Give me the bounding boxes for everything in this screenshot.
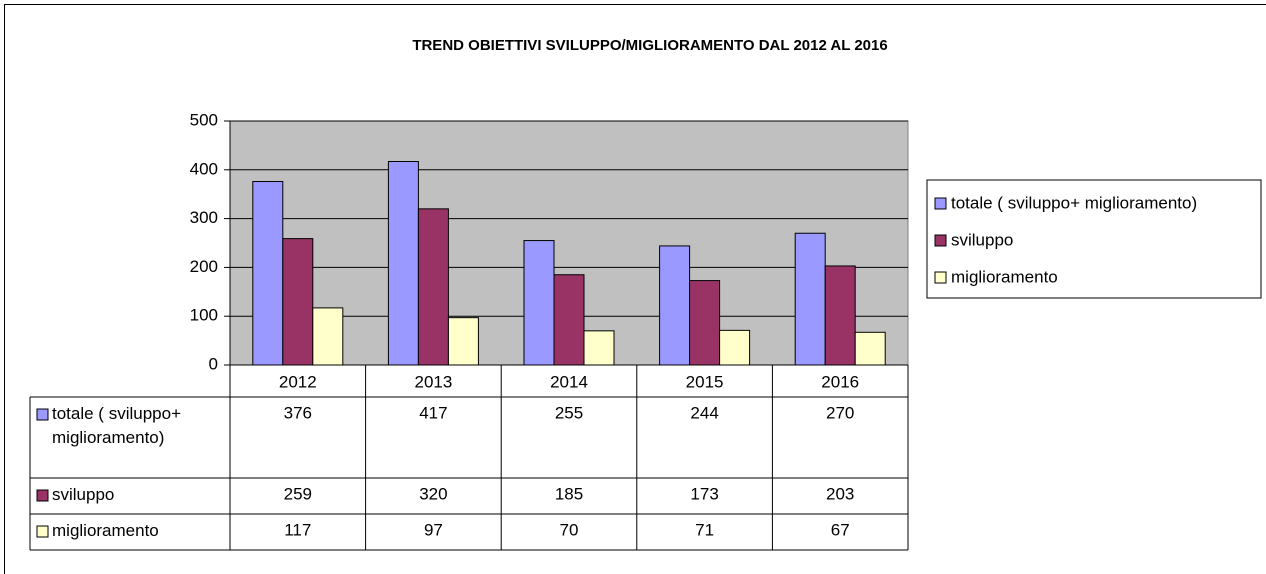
table-value: 117 <box>284 520 311 539</box>
y-tick-label: 400 <box>190 159 218 178</box>
table-value: 67 <box>831 520 850 539</box>
x-tick-label: 2016 <box>821 372 859 391</box>
y-tick-label: 500 <box>190 110 218 129</box>
table-value: 71 <box>695 520 714 539</box>
row-label-text: miglioramento <box>52 521 159 540</box>
bar <box>659 245 691 366</box>
bar <box>553 274 585 366</box>
bar <box>282 238 314 366</box>
table-value: 244 <box>690 403 718 422</box>
row-label-text: sviluppo <box>52 485 115 504</box>
chart-title: TREND OBIETTIVI SVILUPPO/MIGLIORAMENTO D… <box>412 37 887 54</box>
x-tick-label: 2014 <box>550 372 588 391</box>
table-value: 259 <box>284 484 312 503</box>
table-row-label: sviluppo <box>52 485 115 504</box>
table-value: 173 <box>690 484 718 503</box>
bar <box>824 265 856 366</box>
table-value: 255 <box>555 403 583 422</box>
y-tick-label: 100 <box>190 306 218 325</box>
table-row-label: miglioramento <box>52 521 159 540</box>
table-legend-key <box>36 525 49 538</box>
bar <box>719 329 751 366</box>
bar <box>583 330 615 366</box>
x-tick-label: 2015 <box>686 372 724 391</box>
legend-label: miglioramento <box>951 267 1058 286</box>
y-tick-label: 200 <box>190 257 218 276</box>
bar <box>447 317 479 366</box>
table-row-label: totale ( sviluppo+ miglioramento) <box>52 404 181 447</box>
row-label-text: totale ( sviluppo+ miglioramento) <box>52 404 181 447</box>
legend-label: sviluppo <box>951 230 1013 249</box>
bar <box>854 331 886 366</box>
bar <box>523 240 555 366</box>
table-value: 270 <box>826 403 854 422</box>
x-tick-label: 2012 <box>279 372 317 391</box>
table-value: 185 <box>555 484 583 503</box>
table-legend-key <box>36 408 49 421</box>
bar <box>252 181 284 366</box>
bar <box>794 232 826 366</box>
bar <box>689 280 721 366</box>
table-legend-key <box>36 489 49 502</box>
bar <box>417 208 449 366</box>
x-tick-label: 2013 <box>414 372 452 391</box>
legend-key <box>934 234 947 247</box>
table-value: 417 <box>419 403 447 422</box>
table-value: 97 <box>424 520 443 539</box>
y-tick-label: 300 <box>190 208 218 227</box>
table-value: 203 <box>826 484 854 503</box>
y-tick-label: 0 <box>209 354 218 373</box>
table-value: 70 <box>560 520 579 539</box>
legend-label: totale ( sviluppo+ miglioramento) <box>951 193 1197 212</box>
legend-key <box>934 271 947 284</box>
table-value: 320 <box>419 484 447 503</box>
bar <box>312 307 344 366</box>
table-value: 376 <box>284 403 312 422</box>
legend-box <box>926 179 1262 299</box>
legend-key <box>934 197 947 210</box>
bar <box>387 161 419 366</box>
